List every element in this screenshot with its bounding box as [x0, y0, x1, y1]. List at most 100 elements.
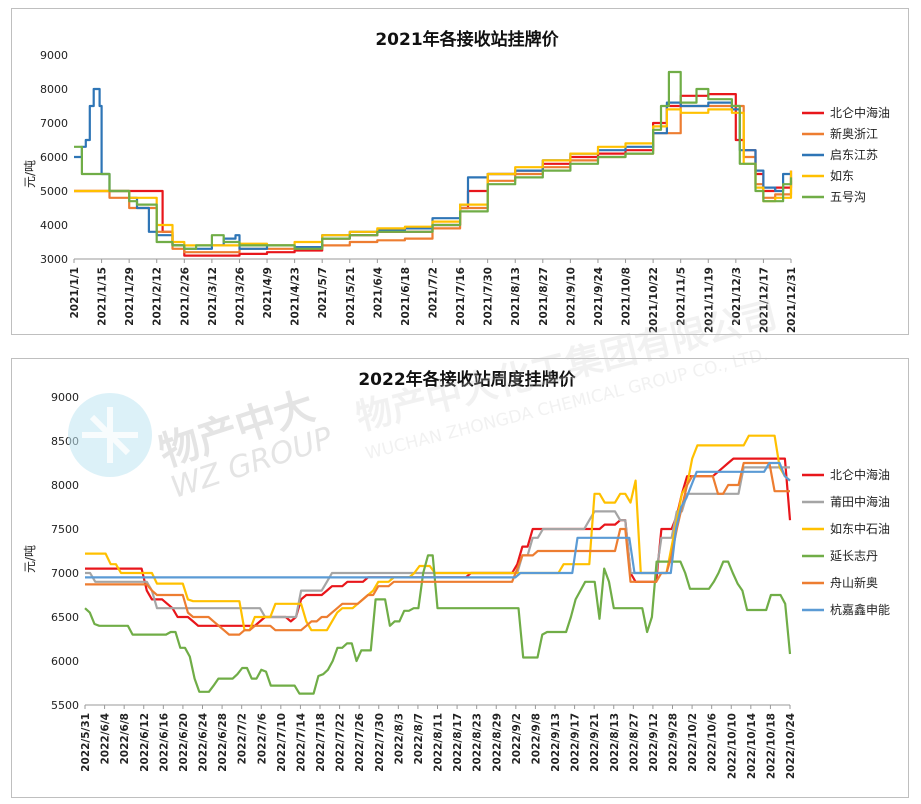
y-tick-label: 7000: [40, 117, 68, 130]
x-tick-label: 2021/12/31: [786, 267, 798, 333]
legend-label-3: 如东: [830, 168, 854, 183]
x-tick-label: 2022/6/16: [158, 713, 170, 772]
x-tick-label: 2022/10/14: [746, 713, 758, 779]
y-tick-label: 8500: [51, 435, 79, 448]
x-tick-label: 2021/8/13: [510, 267, 522, 326]
x-tick-label: 2021/2/12: [152, 267, 164, 326]
x-tick-label: 2022/6/20: [178, 713, 190, 772]
x-tick-label: 2021/4/9: [262, 267, 274, 319]
x-tick-label: 2021/5/21: [345, 267, 357, 326]
legend-label-2: 如东中石油: [830, 521, 890, 536]
x-tick-label: 2022/8/3: [393, 713, 405, 765]
chart-2022-ylabel: 元/吨: [23, 545, 37, 573]
y-tick-label: 6500: [51, 611, 79, 624]
x-tick-label: 2021/7/16: [455, 267, 467, 326]
chart-2021-ylabel: 元/吨: [23, 160, 37, 188]
x-tick-label: 2021/10/22: [648, 267, 660, 333]
x-tick-label: 2022/6/24: [198, 713, 210, 772]
x-tick-label: 2022/7/6: [256, 713, 268, 765]
x-tick-label: 2021/2/26: [179, 267, 191, 326]
chart-2021-svg: 2021年各接收站挂牌价 元/吨 3000 4000 5000 6000 7000 800…: [23, 29, 890, 333]
x-tick-label: 2022/7/30: [374, 713, 386, 772]
x-tick-label: 2022/10/10: [726, 713, 738, 779]
chart-2021-title: 2021年各接收站挂牌价: [375, 29, 559, 50]
x-tick-label: 2022/10/2: [687, 713, 699, 772]
x-tick-label: 2022/6/8: [119, 713, 131, 765]
x-tick-label: 2021/11/19: [703, 267, 715, 333]
x-tick-label: 2022/6/28: [217, 713, 229, 772]
x-tick-label: 2021/11/5: [676, 267, 688, 326]
series-line-4: [74, 70, 793, 250]
x-tick-label: 2022/9/28: [668, 713, 680, 772]
y-tick-label: 8000: [51, 479, 79, 492]
legend-label-5: 杭嘉鑫申能: [830, 602, 890, 617]
y-tick-label: 8000: [40, 83, 68, 96]
y-tick-label: 4000: [40, 219, 68, 232]
x-tick-label: 2022/8/11: [433, 713, 445, 772]
x-tick-label: 2022/8/23: [472, 713, 484, 772]
series-line-5: [85, 461, 791, 579]
x-tick-label: 2022/7/14: [295, 713, 307, 772]
x-tick-label: 2022/10/24: [785, 713, 797, 779]
x-tick-label: 2022/7/22: [335, 713, 347, 772]
y-tick-label: 7000: [51, 567, 79, 580]
legend-label-2: 启东江苏: [830, 148, 878, 162]
x-tick-label: 2022/9/21: [589, 713, 601, 772]
legend-label-4: 舟山新奥: [830, 575, 878, 590]
x-tick-label: 2021/10/8: [621, 267, 633, 326]
y-tick-label: 9000: [51, 391, 79, 404]
y-tick-label: 9000: [40, 49, 68, 62]
legend-label-3: 延长志丹: [830, 549, 878, 563]
x-tick-label: 2021/8/27: [538, 267, 550, 326]
x-tick-label: 2022/8/7: [413, 713, 425, 765]
x-tick-label: 2021/5/7: [317, 267, 329, 319]
legend-label-1: 新奥浙江: [830, 126, 878, 141]
x-tick-label: 2021/3/12: [207, 267, 219, 326]
legend-label-0: 北仑中海油: [830, 467, 890, 482]
series-line-3: [84, 554, 792, 695]
y-tick-label: 3000: [40, 253, 68, 266]
x-tick-label: 2022/6/12: [139, 713, 151, 772]
x-tick-label: 2021/1/15: [97, 267, 109, 326]
x-tick-label: 2021/3/26: [234, 267, 246, 326]
x-tick-label: 2022/7/2: [237, 713, 249, 765]
x-tick-label: 2021/9/10: [565, 267, 577, 326]
x-tick-label: 2022/7/26: [354, 713, 366, 772]
x-tick-label: 2022/8/27: [628, 713, 640, 772]
x-tick-label: 2022/10/6: [707, 713, 719, 772]
x-tick-label: 2021/1/29: [124, 267, 136, 326]
x-tick-label: 2022/6/4: [100, 713, 112, 765]
x-tick-label: 2022/9/8: [530, 713, 542, 765]
y-tick-label: 7500: [51, 523, 79, 536]
x-tick-label: 2022/9/13: [550, 713, 562, 772]
x-tick-label: 2022/7/18: [315, 713, 327, 772]
chart-2021-panel: 2021年各接收站挂牌价 元/吨 3000 4000 5000 6000 7000 800…: [11, 8, 909, 335]
legend-label-0: 北仑中海油: [830, 105, 890, 120]
y-tick-label: 5500: [51, 699, 79, 712]
y-tick-label: 5000: [40, 185, 68, 198]
x-tick-label: 2021/12/3: [731, 267, 743, 326]
x-tick-label: 2021/1/1: [69, 267, 81, 319]
x-tick-label: 2021/4/23: [290, 267, 302, 326]
series-line-2: [85, 434, 791, 632]
x-tick-label: 2022/7/10: [276, 713, 288, 772]
legend-label-4: 五号沟: [830, 190, 866, 204]
x-tick-label: 2021/12/17: [758, 267, 770, 333]
x-tick-label: 2021/7/2: [428, 267, 440, 319]
chart-2022-svg: 2022年各接收站周度挂牌价 元/吨 5500 6000 6500 7000 7500 8…: [23, 369, 890, 779]
legend-label-1: 莆田中海油: [830, 494, 890, 509]
x-tick-label: 2022/8/17: [452, 713, 464, 772]
chart-2022-panel: 2022年各接收站周度挂牌价 元/吨 5500 6000 6500 7000 7500 8…: [11, 358, 909, 798]
x-tick-label: 2022/5/31: [80, 713, 92, 772]
x-tick-label: 2021/6/4: [372, 267, 384, 319]
x-tick-label: 2022/9/2: [511, 713, 523, 765]
y-tick-label: 6000: [51, 655, 79, 668]
x-tick-label: 2022/8/29: [491, 713, 503, 772]
x-tick-label: 2022/10/18: [765, 713, 777, 779]
chart-2022-title: 2022年各接收站周度挂牌价: [358, 369, 576, 390]
y-tick-label: 6000: [40, 151, 68, 164]
x-tick-label: 2022/9/17: [570, 713, 582, 772]
x-tick-label: 2022/9/12: [648, 713, 660, 772]
x-tick-label: 2021/7/30: [483, 267, 495, 326]
x-tick-label: 2022/8/13: [609, 713, 621, 772]
